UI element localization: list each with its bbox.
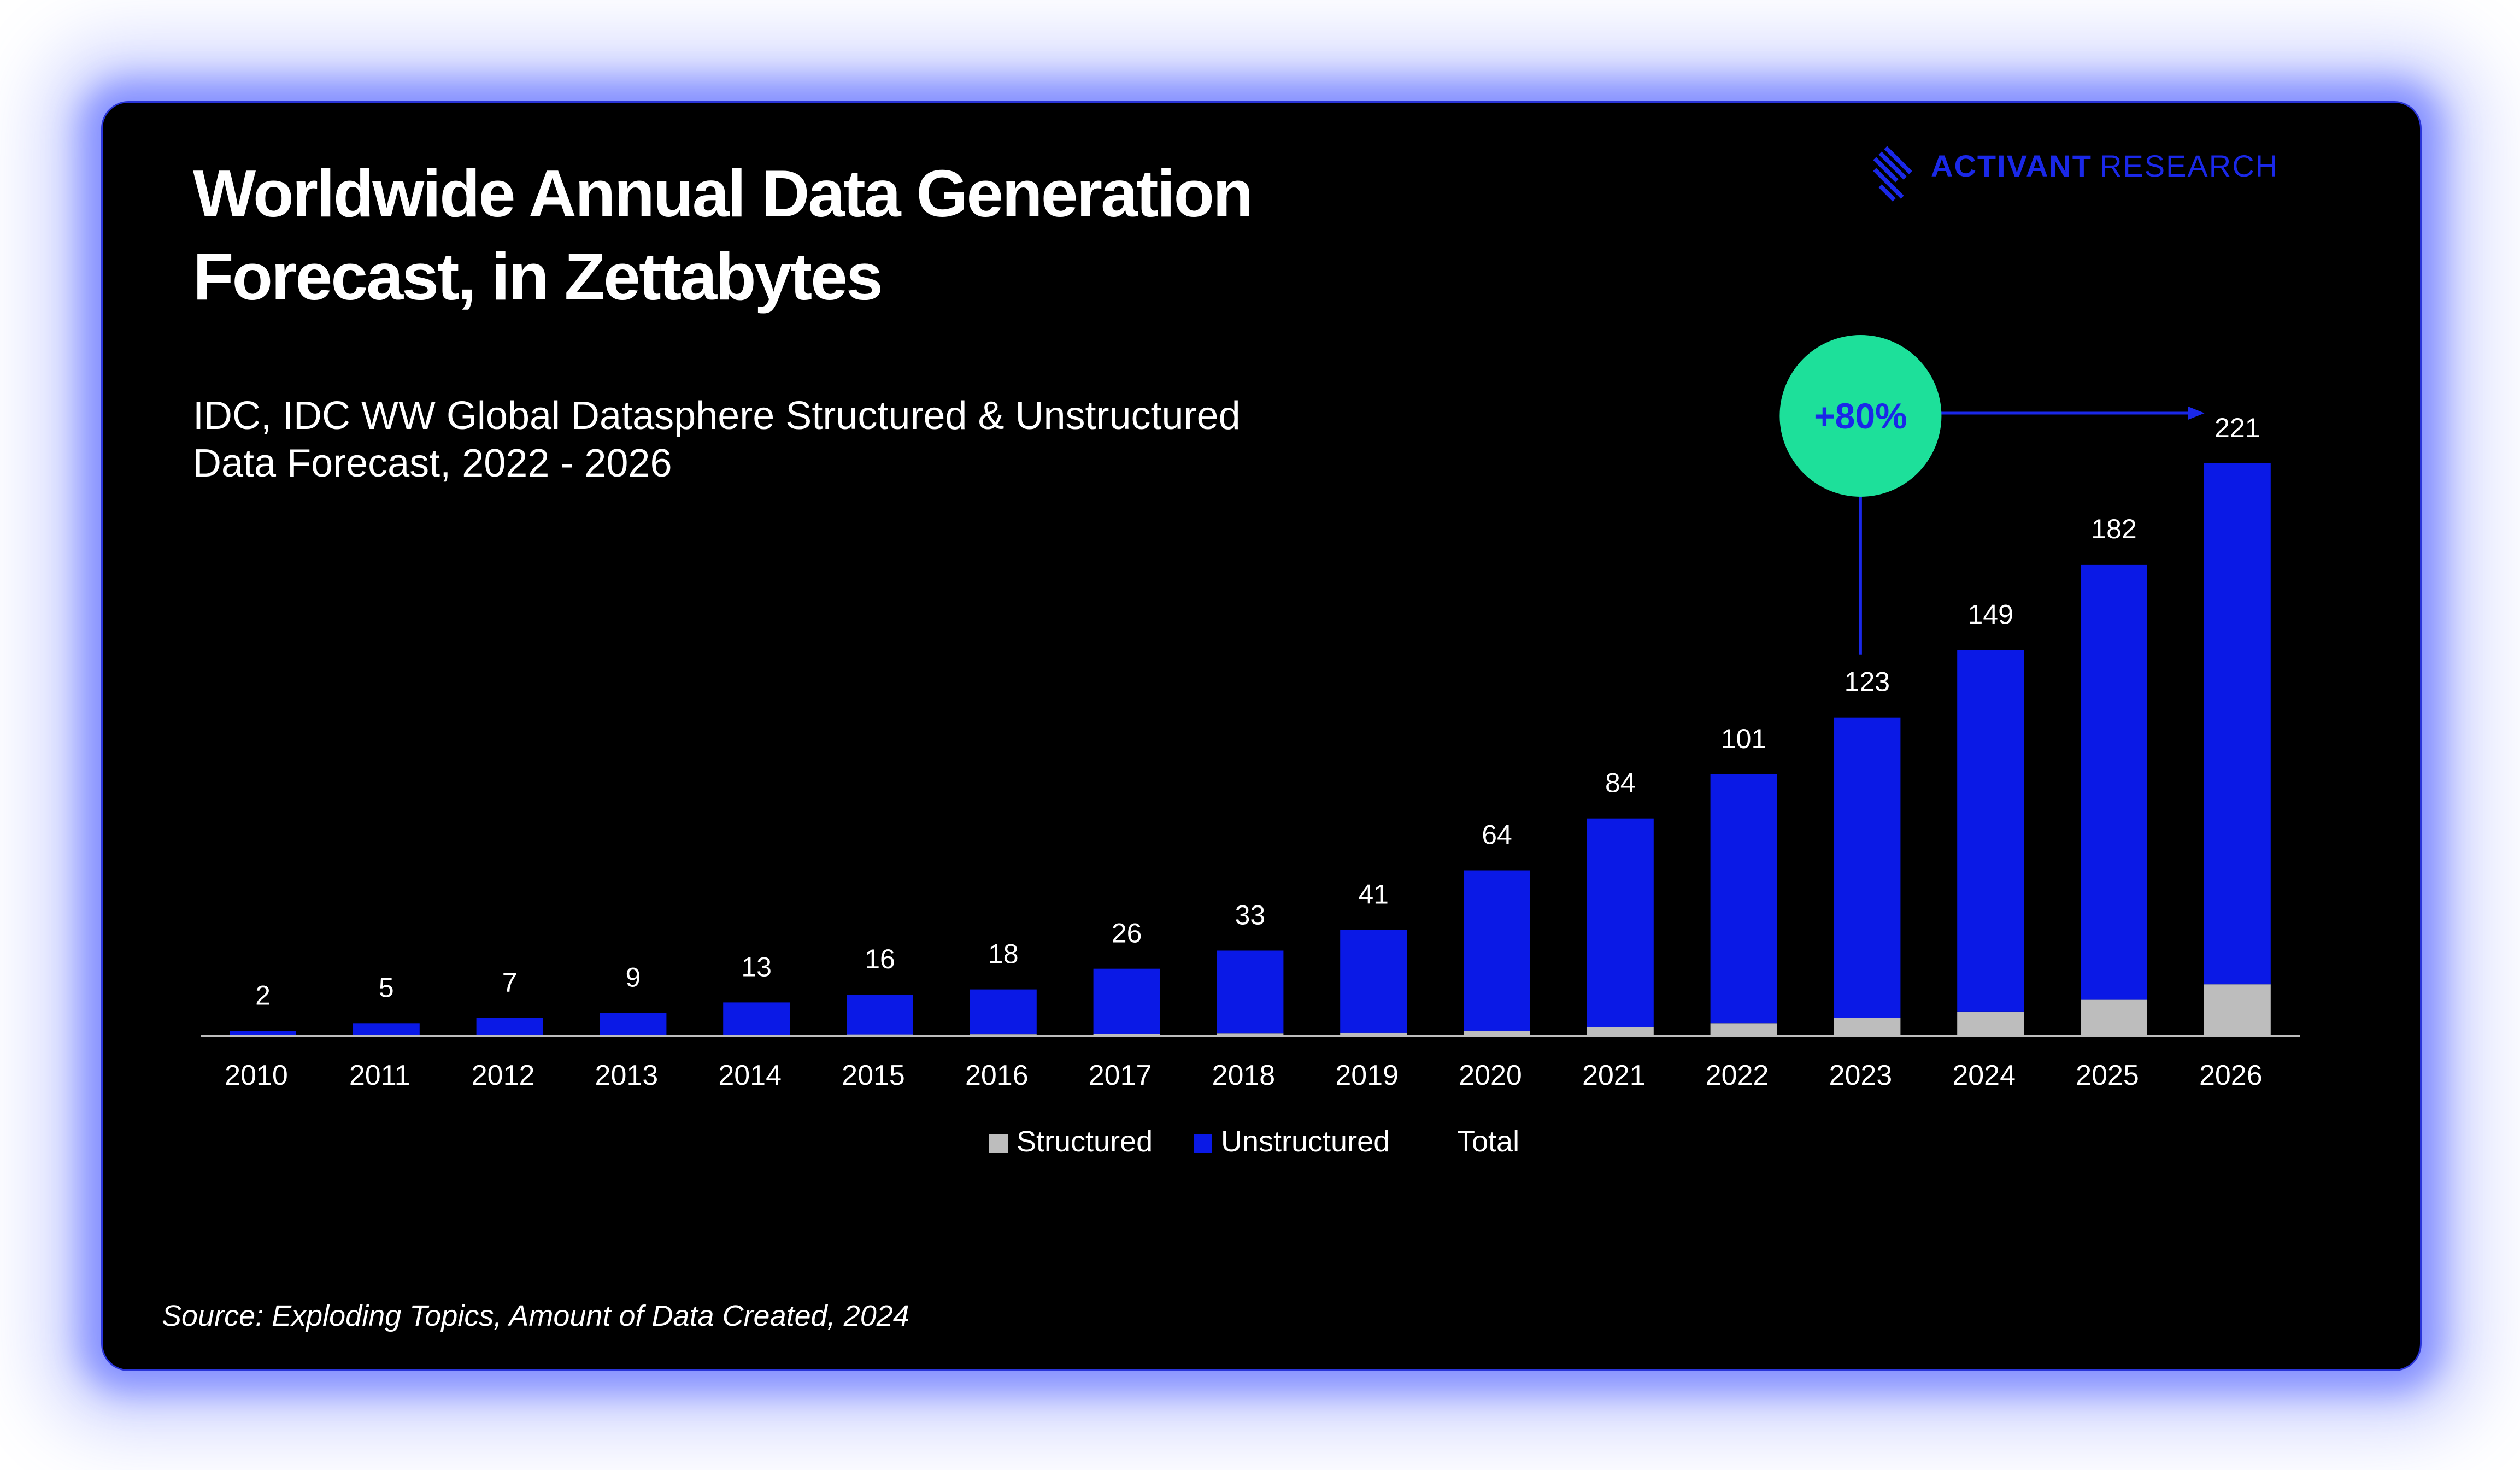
x-tick-2021: 2021 bbox=[1582, 1060, 1646, 1091]
legend-swatch-structured bbox=[989, 1134, 1008, 1153]
bar-unstructured-2021 bbox=[1587, 818, 1654, 1027]
x-tick-2018: 2018 bbox=[1212, 1060, 1276, 1091]
bar-structured-2021 bbox=[1587, 1027, 1654, 1036]
total-label-2017: 26 bbox=[1112, 918, 1142, 949]
bar-unstructured-2011 bbox=[353, 1023, 420, 1036]
chart-title-line-1: Worldwide Annual Data Generation bbox=[193, 156, 1252, 231]
bar-unstructured-2022 bbox=[1710, 774, 1777, 1024]
x-axis-ticks: 2010 2011 2012 2013 2014 2015 2016 2017 2018 2019… bbox=[225, 1060, 2262, 1091]
x-tick-2014: 2014 bbox=[718, 1060, 782, 1091]
total-label-2015: 16 bbox=[865, 944, 895, 974]
x-tick-2010: 2010 bbox=[225, 1060, 288, 1091]
x-tick-2013: 2013 bbox=[595, 1060, 659, 1091]
bar-unstructured-2013 bbox=[600, 1013, 667, 1036]
bar-structured-2018 bbox=[1217, 1033, 1284, 1036]
total-label-2021: 84 bbox=[1605, 768, 1636, 798]
bar-unstructured-2015 bbox=[847, 995, 913, 1035]
total-label-2025: 182 bbox=[2091, 514, 2136, 544]
brand-name-light: RESEARCH bbox=[2100, 149, 2278, 183]
total-label-2016: 18 bbox=[988, 939, 1019, 969]
x-tick-2024: 2024 bbox=[1952, 1060, 2016, 1091]
x-tick-2015: 2015 bbox=[842, 1060, 905, 1091]
bar-structured-2024 bbox=[1957, 1012, 2024, 1036]
total-label-2010: 2 bbox=[255, 980, 271, 1011]
total-label-2018: 33 bbox=[1235, 900, 1266, 931]
chart-title-line-2: Forecast, in Zettabytes bbox=[193, 239, 882, 314]
x-tick-2020: 2020 bbox=[1459, 1060, 1522, 1091]
bar-unstructured-2018 bbox=[1217, 950, 1284, 1034]
total-label-2022: 101 bbox=[1721, 724, 1766, 754]
bar-structured-2022 bbox=[1710, 1023, 1777, 1036]
bar-unstructured-2025 bbox=[2081, 564, 2147, 1000]
total-label-2020: 64 bbox=[1482, 820, 1512, 850]
x-tick-2023: 2023 bbox=[1829, 1060, 1893, 1091]
growth-badge bbox=[1779, 335, 1942, 497]
bar-unstructured-2023 bbox=[1834, 717, 1901, 1018]
x-tick-2025: 2025 bbox=[2076, 1060, 2139, 1091]
bar-unstructured-2014 bbox=[723, 1002, 790, 1036]
chart-subtitle-line-1: IDC, IDC WW Global Datasphere Structured… bbox=[193, 394, 1241, 438]
value-labels-group: 2 5 7 9 13 16 18 26 33 41 64 84 101 123 149 182 221 bbox=[255, 413, 2260, 1011]
arrow-right-icon bbox=[2188, 407, 2205, 420]
brand-name-bold: ACTIVANT bbox=[1931, 149, 2092, 183]
x-tick-2017: 2017 bbox=[1089, 1060, 1152, 1091]
total-label-2024: 149 bbox=[1967, 599, 2013, 630]
legend-swatch-unstructured bbox=[1194, 1134, 1212, 1153]
total-label-2013: 9 bbox=[625, 962, 641, 992]
growth-annotation: +80% bbox=[1779, 335, 2205, 655]
legend: Structured Unstructured Total bbox=[989, 1125, 1519, 1158]
growth-badge-text: +80% bbox=[1814, 396, 1907, 436]
bar-unstructured-2017 bbox=[1093, 968, 1160, 1034]
total-label-2026: 221 bbox=[2214, 413, 2260, 443]
bar-unstructured-2016 bbox=[970, 989, 1037, 1035]
x-tick-2022: 2022 bbox=[1706, 1060, 1769, 1091]
bar-unstructured-2026 bbox=[2204, 463, 2271, 985]
total-label-2011: 5 bbox=[379, 972, 394, 1003]
diagonal-stripes-icon bbox=[1873, 146, 1912, 202]
bar-unstructured-2024 bbox=[1957, 650, 2024, 1012]
bar-unstructured-2010 bbox=[230, 1031, 296, 1036]
x-tick-2016: 2016 bbox=[965, 1060, 1029, 1091]
bar-structured-2023 bbox=[1834, 1018, 1901, 1036]
total-label-2012: 7 bbox=[502, 967, 518, 998]
bar-unstructured-2012 bbox=[476, 1018, 543, 1036]
bar-structured-2026 bbox=[2204, 984, 2271, 1036]
x-tick-2011: 2011 bbox=[349, 1060, 410, 1091]
legend-label-structured: Structured bbox=[1017, 1125, 1153, 1158]
total-label-2019: 41 bbox=[1358, 879, 1389, 910]
x-tick-2019: 2019 bbox=[1335, 1060, 1399, 1091]
x-tick-2026: 2026 bbox=[2199, 1060, 2263, 1091]
brand-name: ACTIVANT RESEARCH bbox=[1931, 149, 2278, 183]
total-label-2023: 123 bbox=[1845, 667, 1890, 697]
source-note: Source: Exploding Topics, Amount of Data… bbox=[162, 1300, 909, 1332]
bar-structured-2025 bbox=[2081, 999, 2147, 1036]
legend-label-total: Total bbox=[1457, 1125, 1519, 1158]
bar-structured-2020 bbox=[1464, 1031, 1530, 1036]
bar-structured-2019 bbox=[1340, 1032, 1407, 1036]
total-label-2014: 13 bbox=[741, 951, 772, 982]
bar-unstructured-2019 bbox=[1340, 930, 1407, 1033]
chart-card: Worldwide Annual Data Generation Forecas… bbox=[101, 101, 2422, 1371]
legend-label-unstructured: Unstructured bbox=[1221, 1125, 1390, 1158]
chart-canvas: Worldwide Annual Data Generation Forecas… bbox=[162, 146, 2300, 1332]
x-tick-2012: 2012 bbox=[472, 1060, 535, 1091]
bar-unstructured-2020 bbox=[1464, 870, 1530, 1031]
chart-subtitle-line-2: Data Forecast, 2022 - 2026 bbox=[193, 442, 672, 485]
bars-group bbox=[230, 463, 2271, 1036]
